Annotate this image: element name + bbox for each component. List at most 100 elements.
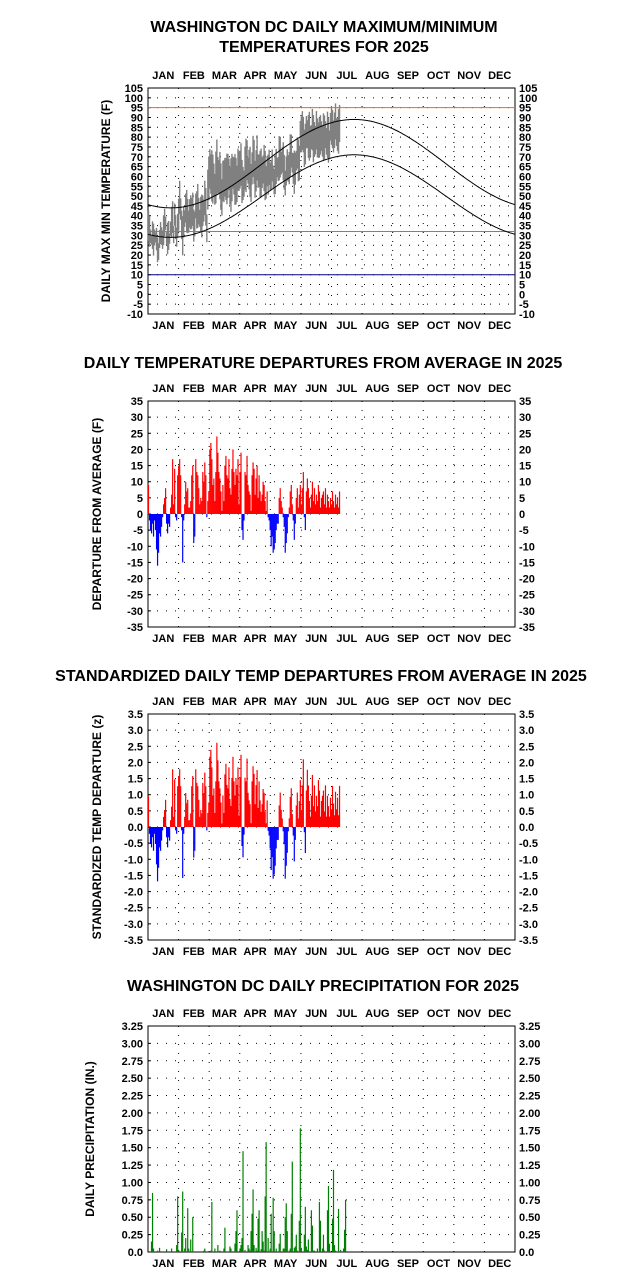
- month-label-bottom: DEC: [488, 633, 511, 645]
- y-tick-label-left: 5: [137, 493, 143, 505]
- y-tick-label-right: 0: [519, 509, 525, 521]
- y-tick-label-left: -20: [127, 574, 143, 586]
- y-tick-label-right: 2.5: [519, 741, 534, 753]
- month-label-bottom: DEC: [488, 320, 511, 332]
- month-label-top: MAR: [212, 383, 237, 395]
- month-label-bottom: MAR: [212, 633, 237, 645]
- month-label-top: SEP: [397, 1008, 419, 1020]
- month-label-top: AUG: [365, 70, 389, 82]
- standardized-months-bottom: JAN FEB MAR APR MAY JUN JUL AUG SEP OCT NOV DEC: [152, 946, 511, 958]
- month-label-bottom: FEB: [183, 633, 205, 645]
- y-tick-label-left: 80: [131, 132, 143, 144]
- y-tick-label-left: 30: [131, 230, 143, 242]
- y-tick-label-right: -2.0: [519, 887, 538, 899]
- y-tick-label-left: 2.5: [128, 741, 143, 753]
- y-tick-label-left: -5: [133, 525, 143, 537]
- month-label-bottom: JUN: [305, 1258, 327, 1270]
- departure-chart-title: DAILY TEMPERATURE DEPARTURES FROM AVERAG…: [84, 355, 563, 372]
- month-label-top: FEB: [183, 70, 205, 82]
- y-tick-label-left: 40: [131, 211, 143, 223]
- month-label-bottom: JAN: [152, 946, 174, 958]
- month-label-top: OCT: [427, 696, 451, 708]
- month-label-top: FEB: [183, 696, 205, 708]
- y-tick-label-right: 5: [519, 493, 525, 505]
- month-label-top: APR: [243, 1008, 266, 1020]
- standardized-y-axis-label: STANDARDIZED TEMP DEPARTURE (z): [90, 715, 104, 940]
- precipitation-chart: WASHINGTON DC DAILY PRECIPITATION FOR 20…: [83, 978, 540, 1270]
- y-tick-label-left: -35: [127, 622, 143, 634]
- y-tick-label-right: 1.50: [519, 1143, 540, 1155]
- y-tick-label-left: -25: [127, 590, 143, 602]
- y-tick-label-left: 25: [131, 240, 143, 252]
- y-tick-label-right: 30: [519, 230, 531, 242]
- month-label-bottom: SEP: [397, 1258, 419, 1270]
- y-tick-label-right: 2.00: [519, 1108, 540, 1120]
- month-label-bottom: FEB: [183, 946, 205, 958]
- y-tick-label-right: 100: [519, 93, 537, 105]
- y-tick-label-left: 0: [137, 289, 143, 301]
- temp-chart-title-line2: TEMPERATURES FOR 2025: [219, 39, 429, 56]
- y-tick-label-right: 60: [519, 171, 531, 183]
- month-label-bottom: OCT: [427, 320, 451, 332]
- y-tick-label-left: -0.5: [124, 838, 143, 850]
- y-tick-label-left: 0.0: [128, 1247, 143, 1259]
- y-tick-label-right: -1.5: [519, 870, 538, 882]
- month-label-top: JAN: [152, 383, 174, 395]
- y-tick-label-right: -3.0: [519, 919, 538, 931]
- y-tick-label-left: 90: [131, 112, 143, 124]
- y-tick-label-right: 55: [519, 181, 531, 193]
- y-tick-label-right: -25: [519, 590, 535, 602]
- month-label-bottom: SEP: [397, 946, 419, 958]
- month-label-top: MAR: [212, 70, 237, 82]
- y-tick-label-right: -5: [519, 525, 529, 537]
- temperature-chart: WASHINGTON DC DAILY MAXIMUM/MINIMUM TEMP…: [99, 19, 537, 332]
- y-tick-label-right: 65: [519, 162, 531, 174]
- y-tick-label-right: 0.5: [519, 806, 534, 818]
- month-label-bottom: DEC: [488, 1258, 511, 1270]
- y-tick-label-left: -2.0: [124, 887, 143, 899]
- y-tick-label-right: 2.0: [519, 757, 534, 769]
- y-tick-label-left: 50: [131, 191, 143, 203]
- y-tick-label-right: 3.5: [519, 709, 534, 721]
- month-label-bottom: MAR: [212, 946, 237, 958]
- y-tick-label-left: 2.50: [122, 1073, 143, 1085]
- month-label-top: JUL: [336, 383, 357, 395]
- y-tick-label-right: 15: [519, 260, 531, 272]
- month-label-top: NOV: [457, 696, 482, 708]
- y-tick-label-left: 2.0: [128, 757, 143, 769]
- y-tick-label-left: 45: [131, 201, 143, 213]
- month-label-bottom: JUL: [336, 633, 357, 645]
- departure-months-top: JAN FEB MAR APR MAY JUN JUL AUG SEP OCT NOV DEC: [152, 383, 511, 395]
- y-tick-label-left: 0.0: [128, 822, 143, 834]
- departure-bars: [147, 436, 341, 566]
- month-label-bottom: JAN: [152, 320, 174, 332]
- month-label-bottom: JUL: [336, 946, 357, 958]
- month-label-bottom: AUG: [365, 946, 389, 958]
- y-tick-label-left: 105: [125, 83, 143, 95]
- y-tick-label-left: 1.75: [122, 1125, 143, 1137]
- y-tick-label-right: 90: [519, 112, 531, 124]
- y-tick-label-left: 95: [131, 103, 143, 115]
- y-tick-label-left: 0.25: [122, 1230, 143, 1242]
- y-tick-label-left: 0.75: [122, 1195, 143, 1207]
- y-tick-label-right: 10: [519, 270, 531, 282]
- y-tick-label-right: 35: [519, 396, 531, 408]
- y-tick-label-right: 1.25: [519, 1160, 540, 1172]
- month-label-bottom: APR: [243, 946, 266, 958]
- y-tick-label-right: 2.50: [519, 1073, 540, 1085]
- precip-months-top: JAN FEB MAR APR MAY JUN JUL AUG SEP OCT NOV DEC: [152, 1008, 511, 1020]
- y-tick-label-left: -1.5: [124, 870, 143, 882]
- month-label-top: OCT: [427, 70, 451, 82]
- y-tick-label-left: 0: [137, 509, 143, 521]
- month-label-top: APR: [243, 696, 266, 708]
- y-tick-label-right: 0.50: [519, 1212, 540, 1224]
- departure-yticks-right: -35 -30 -25 -20 -15 -10 -5 0 5 10 15 20 25 30 35: [519, 396, 535, 634]
- month-label-top: DEC: [488, 1008, 511, 1020]
- standardized-chart: STANDARDIZED DAILY TEMP DEPARTURES FROM …: [55, 668, 587, 958]
- y-tick-label-left: 5: [137, 280, 143, 292]
- month-label-bottom: MAY: [274, 1258, 298, 1270]
- y-tick-label-left: 25: [131, 428, 143, 440]
- y-tick-label-left: 2.25: [122, 1091, 143, 1103]
- y-tick-label-right: -10: [519, 309, 535, 321]
- month-label-bottom: NOV: [457, 946, 482, 958]
